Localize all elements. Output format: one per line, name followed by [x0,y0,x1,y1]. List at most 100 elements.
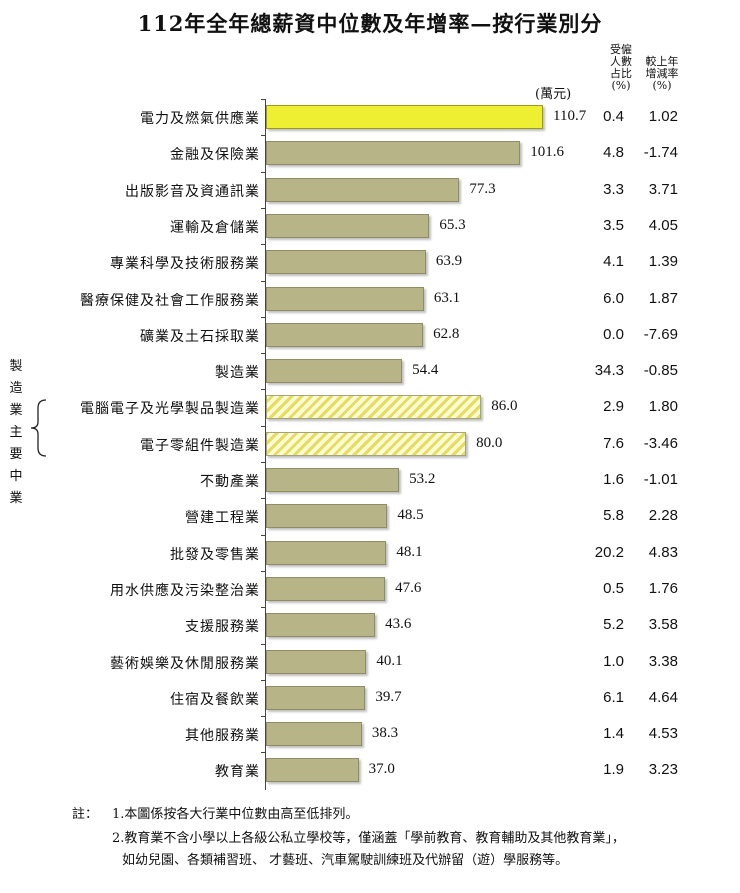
bar [266,322,424,347]
bar-value-label: 101.6 [530,144,564,161]
yoy-change-value: 1.76 [648,579,678,597]
employee-share-header-line: (%) [611,79,631,92]
employee-share-value: 5.2 [603,616,624,634]
group-label-char: 要 [9,447,23,462]
category-label: 電子零組件製造業 [140,437,260,454]
bar-value-label: 53.2 [409,471,436,487]
yoy-change-value: -1.74 [643,144,678,162]
category-label: 金融及保險業 [170,147,260,164]
group-label-char: 造 [9,381,23,396]
bar-value-label: 54.4 [412,362,439,379]
category-label: 運輸及倉儲業 [170,219,260,236]
category-label: 用水供應及污染整治業 [110,582,260,599]
category-label: 住宿及餐飲業 [170,691,260,708]
group-label-char: 主 [9,425,23,440]
category-label: 電腦電子及光學製品製造業 [80,401,260,418]
yoy-change-value: 4.53 [648,725,678,743]
category-label: 其他服務業 [185,728,260,745]
axis-tick [261,353,266,355]
bar [266,431,467,456]
employee-share-value: 34.3 [594,362,624,380]
axis-tick [261,389,266,391]
bar-value-label: 62.8 [433,325,460,342]
bar [266,250,426,275]
axis-tick [261,643,266,645]
employee-share-value: 6.1 [603,688,624,706]
employee-share-value: 3.3 [603,180,624,198]
bar [266,286,424,311]
axis-tick [261,679,266,681]
bar [266,576,386,601]
axis-tick [261,607,266,609]
bar [266,758,359,783]
bar-value-label: 48.1 [396,543,423,560]
bar-value-label: 38.3 [371,725,399,742]
bar [266,141,521,166]
category-label: 礦業及土石採取業 [140,328,260,345]
axis-tick [261,207,266,209]
bar-value-label: 86.0 [491,398,518,415]
employee-share-header-line: 占比 [610,67,632,80]
bar [266,177,460,202]
chart-title: 112年全年總薪資中位數及年增率—按行業別分 [137,11,603,36]
group-label-char: 業 [9,491,23,506]
bar [266,359,403,384]
bar [266,213,430,238]
category-label: 教育業 [215,764,260,781]
axis-tick [261,99,266,100]
employee-share-header-line: 人數 [610,55,632,68]
yoy-change-value: 3.23 [648,761,678,779]
bar-value-label: 65.3 [439,216,466,233]
axis-tick [261,425,266,427]
yoy-change-value: 1.87 [648,289,678,307]
yoy-change-value: 1.02 [648,108,678,125]
yoy-change-header: 較上年 增減率 (%) [638,56,686,92]
yoy-change-header-line: 較上年 [645,55,679,68]
employee-share-value: 1.6 [603,471,624,488]
employee-share-value: 20.2 [594,543,624,561]
bar-value-label: 39.7 [375,688,402,705]
category-label: 支援服務業 [185,619,260,636]
note-line-3: 如幼兒園、各類補習班、 才藝班、汽車駕駛訓練班及代辦留（遊）學服務等。 [122,853,569,868]
employee-share-value: 3.5 [603,216,624,234]
bar [266,504,388,529]
axis-tick [261,316,266,318]
yoy-change-value: -3.46 [643,434,678,452]
axis-tick [261,534,266,536]
bar-value-label: 77.3 [469,180,496,197]
axis-tick [261,244,266,246]
employee-share-value: 4.1 [603,253,624,271]
employee-share-header: 受僱 人數 占比 (%) [604,44,638,92]
category-label: 不動產業 [200,474,260,490]
employee-share-value: 0.5 [603,579,624,597]
axis-tick [261,135,266,137]
yoy-change-value: 1.80 [648,398,678,416]
group-label-char: 業 [9,403,23,418]
bar [266,105,543,129]
employee-share-value: 5.8 [603,507,624,525]
employee-share-value: 2.9 [603,398,624,416]
group-brace [30,399,47,457]
bar [266,540,387,565]
unit-label: (萬元) [535,87,572,102]
bar-value-label: 43.6 [385,616,412,633]
employee-share-value: 7.6 [603,434,624,452]
yoy-change-value: -0.85 [643,362,678,380]
group-label: 製 造 業 主 要 中 業 [8,356,24,510]
employee-share-header-line: 受僱 [610,43,632,56]
bar-value-label: 37.0 [368,761,395,778]
bar-value-label: 40.1 [376,652,403,669]
bar [266,722,362,747]
yoy-change-value: 4.83 [648,543,678,561]
employee-share-value: 4.8 [603,144,624,162]
category-label: 批發及零售業 [170,546,260,563]
yoy-change-value: 3.58 [648,616,678,634]
employee-share-value: 6.0 [603,289,624,307]
axis-tick [261,752,266,754]
yoy-change-value: -1.01 [643,471,678,488]
employee-share-value: 1.4 [603,725,624,743]
employee-share-value: 1.0 [603,652,624,670]
category-label: 專業科學及技術服務業 [110,256,260,273]
employee-share-value: 0.4 [603,108,624,125]
bar-value-label: 63.1 [433,289,461,306]
